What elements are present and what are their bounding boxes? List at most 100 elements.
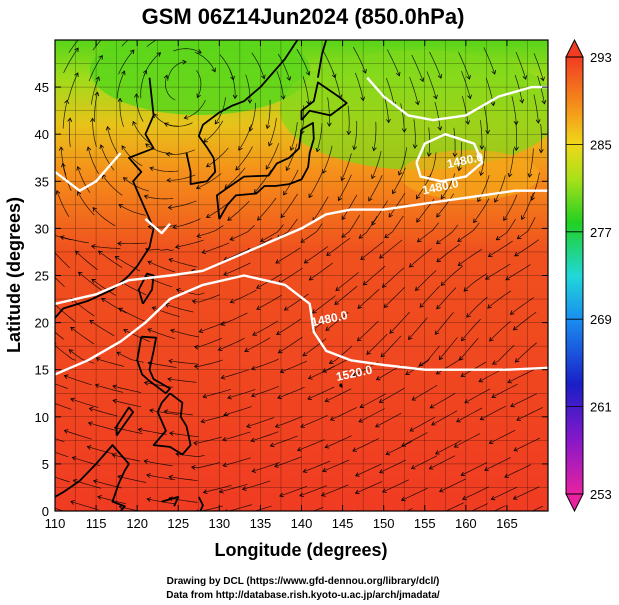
streamline xyxy=(221,369,250,379)
streamline-arrow xyxy=(357,304,363,309)
colorbar-label: 285 xyxy=(590,137,612,152)
streamline xyxy=(260,224,284,242)
streamline-arrow xyxy=(117,241,122,246)
streamline xyxy=(462,486,489,500)
streamline xyxy=(64,430,92,440)
streamline-arrow xyxy=(513,146,519,152)
streamline xyxy=(408,317,428,340)
streamline-arrow xyxy=(514,252,519,257)
streamline-arrow xyxy=(302,468,308,473)
streamline xyxy=(244,337,271,352)
streamline xyxy=(503,194,518,221)
streamline-arrow xyxy=(359,403,365,409)
streamline xyxy=(419,285,440,308)
streamline xyxy=(322,459,350,472)
streamline xyxy=(440,265,463,286)
streamline xyxy=(531,505,543,511)
streamline-arrow xyxy=(416,217,421,223)
streamline-arrow xyxy=(114,256,120,261)
streamline xyxy=(303,460,331,473)
streamline xyxy=(235,146,253,171)
streamline-arrow xyxy=(67,117,73,122)
streamline-arrow xyxy=(428,465,434,470)
streamline-arrow xyxy=(111,453,117,458)
streamline xyxy=(146,40,157,47)
streamline xyxy=(252,462,280,472)
streamline xyxy=(87,446,116,455)
streamline-arrow xyxy=(356,336,362,342)
streamline xyxy=(194,359,223,367)
streamline xyxy=(176,289,205,296)
streamline xyxy=(326,237,351,256)
streamline xyxy=(388,192,406,218)
streamline-arrow xyxy=(156,52,162,57)
streamline xyxy=(533,94,539,124)
streamline-arrow xyxy=(149,166,155,172)
x-tick-label: 135 xyxy=(250,516,272,531)
streamline-arrow xyxy=(83,30,87,34)
streamline xyxy=(206,147,229,167)
streamline-arrow xyxy=(435,370,441,375)
streamline-arrow xyxy=(112,398,118,404)
streamline-arrow xyxy=(460,336,466,342)
streamline-arrow xyxy=(280,95,286,100)
x-axis-ticks: 110 115 120 125 130 135 140 145 150 155 160 165 xyxy=(45,40,518,531)
streamline xyxy=(332,70,341,99)
streamline xyxy=(194,337,223,348)
streamline-arrow xyxy=(280,213,285,219)
streamline-arrow xyxy=(488,439,494,444)
streamline-arrow xyxy=(359,519,363,523)
streamline-arrow xyxy=(168,258,174,263)
streamline-arrow xyxy=(64,99,69,105)
streamline xyxy=(435,440,462,455)
streamline xyxy=(537,75,545,104)
streamline-arrow xyxy=(72,478,78,484)
y-tick-label: 0 xyxy=(42,504,49,519)
streamline xyxy=(145,248,174,251)
x-tick-label: 145 xyxy=(332,516,354,531)
streamline-arrow xyxy=(196,93,201,99)
streamline xyxy=(251,386,279,397)
streamline-arrow xyxy=(224,509,228,511)
streamline-arrow xyxy=(117,474,123,480)
streamline xyxy=(277,53,291,81)
streamline-arrow xyxy=(147,328,152,333)
streamline-arrow xyxy=(122,177,128,182)
streamline-arrow xyxy=(479,145,485,150)
streamline xyxy=(297,439,325,451)
streamline xyxy=(169,432,199,437)
streamline-arrow xyxy=(437,512,441,516)
streamline xyxy=(312,295,336,314)
streamline-arrow xyxy=(485,129,491,135)
coastline xyxy=(136,335,171,395)
streamline xyxy=(379,459,406,473)
streamline-arrow xyxy=(89,320,95,325)
streamline-arrow xyxy=(490,495,496,501)
streamline-arrow xyxy=(193,364,199,370)
streamline-arrow xyxy=(117,97,123,103)
streamline-arrow xyxy=(90,117,95,123)
streamline xyxy=(335,272,359,291)
streamline-arrow xyxy=(466,75,471,80)
streamline-arrow xyxy=(78,271,83,277)
streamline-arrow xyxy=(94,91,100,97)
streamline-arrow xyxy=(431,421,436,426)
streamline xyxy=(330,407,357,421)
streamline xyxy=(386,49,400,76)
streamline-arrow xyxy=(95,76,100,81)
streamline xyxy=(458,142,462,171)
streamline-arrow xyxy=(202,489,208,494)
streamline-arrow xyxy=(41,378,45,382)
streamline xyxy=(223,406,252,416)
streamline xyxy=(434,101,441,131)
streamline xyxy=(341,214,361,238)
streamline xyxy=(280,360,308,373)
streamline-arrow xyxy=(457,166,462,172)
streamline xyxy=(221,312,248,326)
streamline xyxy=(238,124,252,151)
streamline-arrow xyxy=(371,174,376,180)
streamline-arrow xyxy=(71,456,77,461)
colorbar-labels: 293 285 277 269 261 253 xyxy=(566,50,612,502)
streamline xyxy=(118,307,145,322)
streamline-arrow xyxy=(383,303,389,308)
